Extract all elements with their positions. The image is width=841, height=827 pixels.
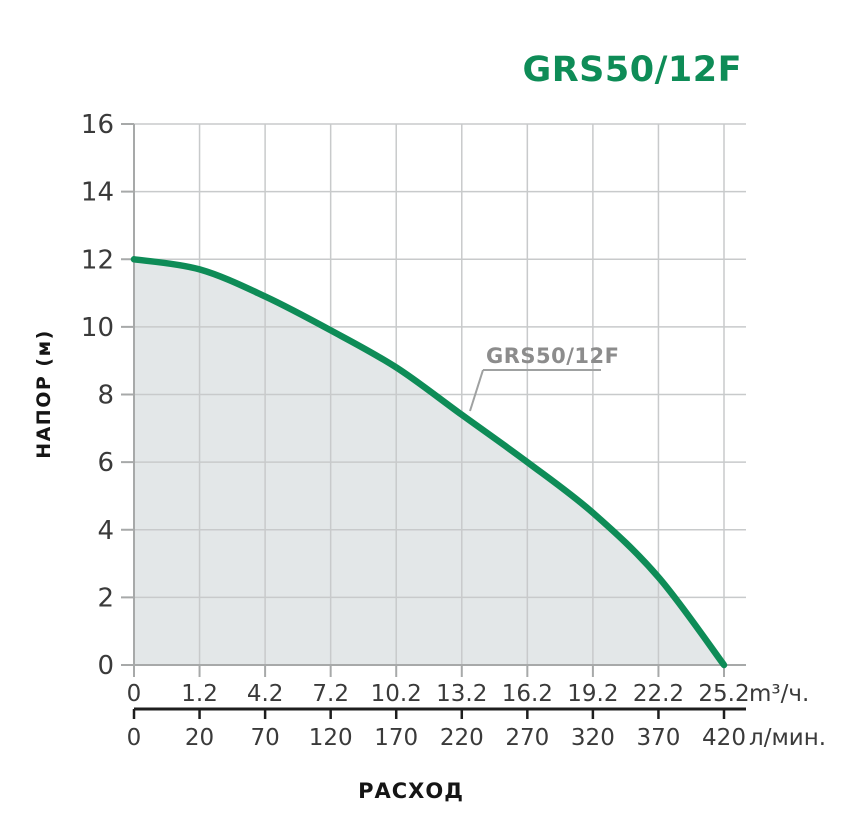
y-tick-label: 6 (97, 448, 114, 478)
x-tick-label-m3h: 25.2 (698, 681, 749, 707)
y-tick-label: 8 (97, 381, 114, 411)
x-tick-label-lmin: 420 (702, 725, 746, 751)
x-axis-unit-lmin: л/мин. (749, 725, 826, 751)
performance-curve (130, 256, 728, 669)
x-tick-label-lmin: 220 (440, 725, 484, 751)
x-tick-label-lmin: 320 (571, 725, 615, 751)
x-tick-label-m3h: 7.2 (312, 681, 349, 707)
x-axis-unit-m3h: m³/ч. (749, 681, 809, 707)
y-tick-label: 12 (81, 245, 114, 275)
x-tick-label-m3h: 19.2 (567, 681, 618, 707)
y-tick-label: 14 (81, 178, 114, 208)
chart-title: GRS50/12F (522, 50, 742, 90)
x-tick-label-m3h: 10.2 (371, 681, 422, 707)
x-tick-label-lmin: 370 (636, 725, 680, 751)
y-tick-label: 4 (97, 516, 114, 546)
x-tick-label-m3h: 0 (127, 681, 142, 707)
x-tick-label-m3h: 4.2 (247, 681, 284, 707)
x-tick-label-m3h: 1.2 (181, 681, 218, 707)
y-tick-label: 10 (81, 313, 114, 343)
curve-annotation-label: GRS50/12F (486, 344, 620, 368)
x-axis-title: РАСХОД (358, 779, 464, 803)
x-tick-label-lmin: 0 (127, 725, 142, 751)
x-tick-label-m3h: 13.2 (436, 681, 487, 707)
y-tick-label: 0 (97, 651, 114, 681)
x-tick-label-lmin: 120 (309, 725, 353, 751)
x-tick-label-m3h: 16.2 (502, 681, 553, 707)
annotation-leader-line (469, 369, 484, 412)
x-tick-label-lmin: 170 (374, 725, 418, 751)
y-tick-label: 2 (97, 583, 114, 613)
x-tick-label-lmin: 70 (250, 725, 279, 751)
x-tick-label-lmin: 270 (505, 725, 549, 751)
x-tick-label-lmin: 20 (185, 725, 214, 751)
x-tick-label-m3h: 22.2 (633, 681, 684, 707)
y-tick-label: 16 (81, 110, 114, 140)
